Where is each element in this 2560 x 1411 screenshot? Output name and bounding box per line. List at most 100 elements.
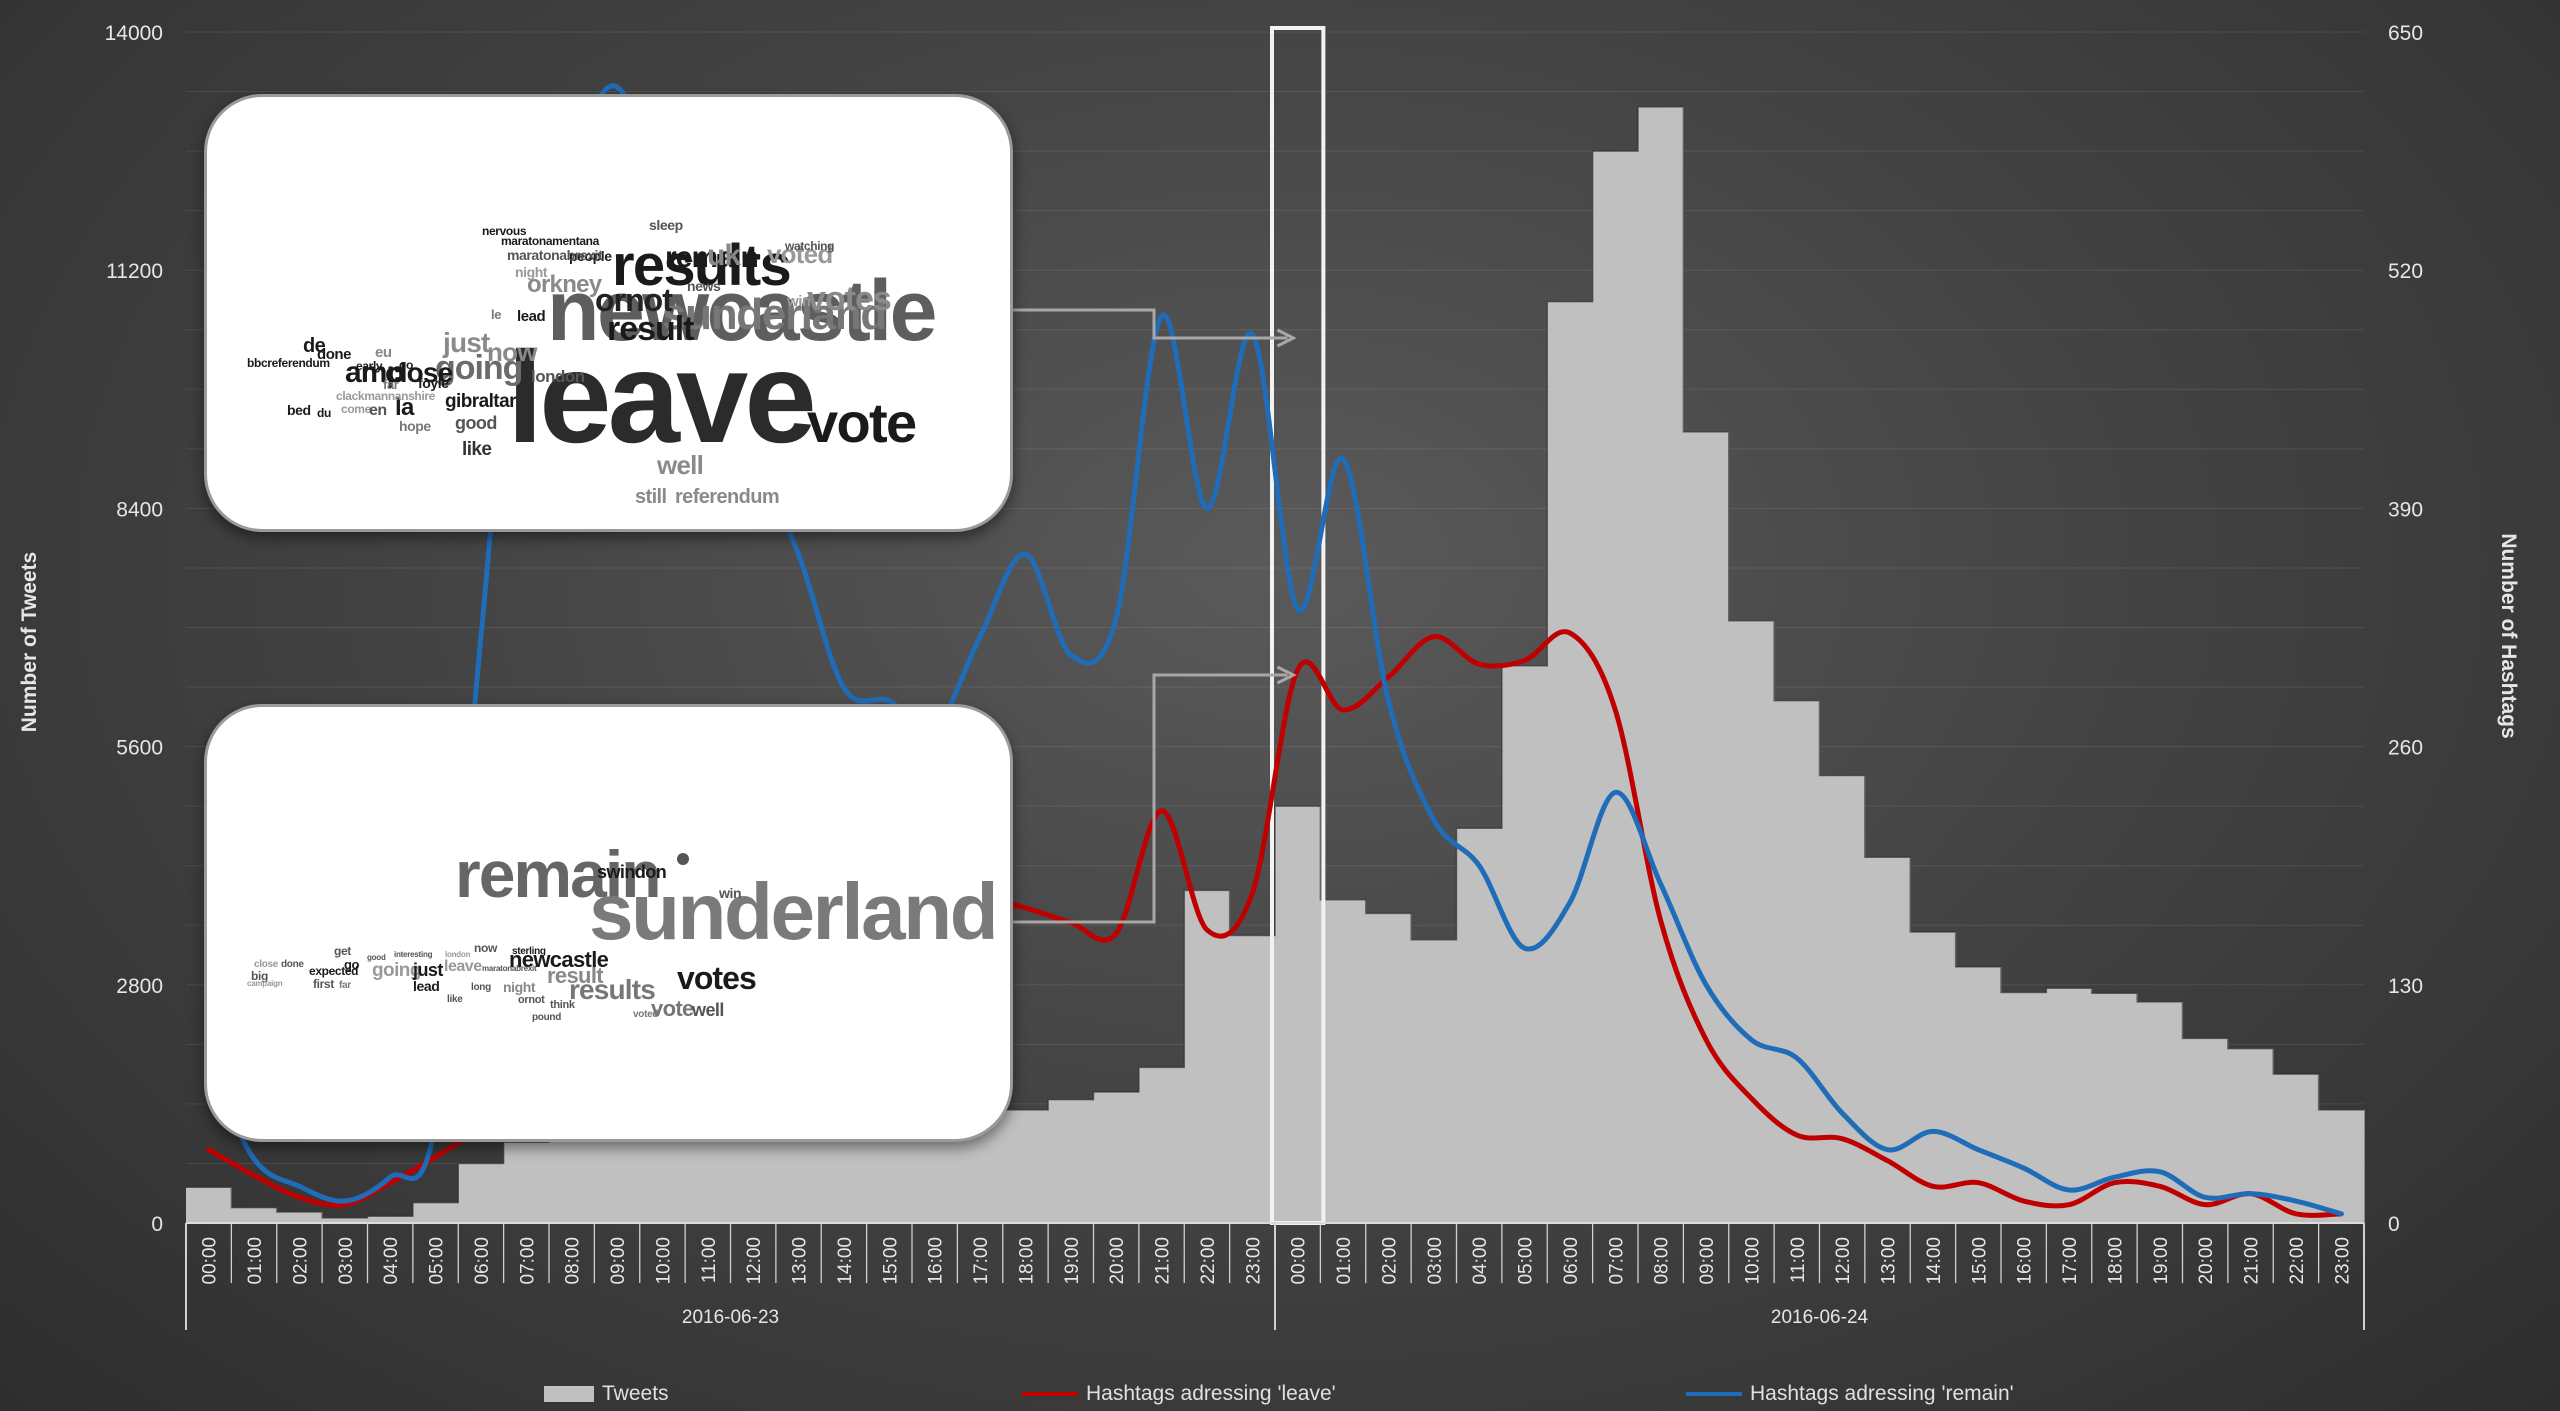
tweets-bar (1048, 1099, 1095, 1223)
tweets-bar (2137, 1001, 2184, 1223)
tweets-bar (1093, 1091, 1140, 1223)
x-group-label: 2016-06-24 (1771, 1307, 1869, 1328)
x-tick-label: 09:00 (608, 1237, 629, 1285)
wordcloud-word: still (635, 486, 666, 508)
wordcloud-word: long (471, 982, 491, 993)
tweets-bar (1819, 775, 1866, 1223)
wordcloud-word: lead (413, 978, 439, 994)
wordcloud-word: sunderland (589, 867, 996, 956)
wordcloud-word: go (399, 358, 413, 372)
wordcloud-word: first (313, 977, 334, 991)
x-tick-label: 10:00 (653, 1237, 674, 1285)
y-right-tick-label: 260 (2388, 737, 2423, 760)
x-tick-label: 00:00 (200, 1237, 221, 1285)
tweets-bar (1774, 700, 1821, 1223)
tweets-bar (1411, 939, 1458, 1223)
wordcloud-word: london (445, 950, 471, 959)
x-tick-label: 22:00 (1198, 1237, 1219, 1285)
tweets-bar (412, 1202, 459, 1223)
x-tick-label: 09:00 (1697, 1237, 1718, 1285)
wordcloud-word: leave (507, 324, 813, 470)
legend-remain-label: Hashtags adressing 'remain' (1750, 1382, 2014, 1405)
tweets-bar (1456, 828, 1503, 1223)
wordcloud-word: remain (455, 837, 660, 911)
wordcloud-word: pound (532, 1012, 561, 1023)
arrow-to-leave-peak (1007, 673, 1288, 924)
x-tick-label: 05:00 (427, 1237, 448, 1285)
wordcloud-word: maratonabrexit (482, 964, 537, 973)
wordcloud-word: like (462, 439, 491, 460)
tweets-bar (730, 1126, 777, 1223)
x-tick-label: 16:00 (2015, 1237, 2036, 1285)
wordcloud-word: referendum (675, 486, 779, 508)
tweets-bar (1638, 106, 1684, 1224)
wordcloud-word: clackmannanshire (336, 389, 436, 403)
wordcloud-word: hope (399, 418, 431, 434)
wordcloud-word: go (344, 957, 360, 972)
wordcloud-word: news (687, 278, 721, 294)
wordcloud-word: uk (707, 239, 741, 272)
wordcloud-word: la (395, 394, 415, 421)
arrow-to-remain-peak (1007, 308, 1288, 340)
wordcloud-word: votes (807, 280, 891, 318)
x-tick-label: 17:00 (971, 1237, 992, 1285)
wordcloud-word: results (612, 233, 790, 298)
wordcloud-word: en (369, 402, 387, 419)
wordcloud-word: done (281, 959, 304, 970)
y-left-tick-label: 8400 (116, 498, 163, 521)
wordcloud-word: good (455, 413, 497, 433)
y-right-tick-label: 130 (2388, 975, 2423, 998)
x-tick-label: 01:00 (245, 1237, 266, 1285)
tweets-bar (322, 1217, 369, 1223)
wordcloud-word: expected (309, 964, 358, 978)
wordcloud-word: results (569, 974, 655, 1005)
wordcloud-word: going (372, 960, 421, 981)
x-tick-label: 19:00 (2151, 1237, 2172, 1285)
y-left-tick-label: 11200 (106, 260, 163, 283)
wordcloud-word: early (356, 359, 383, 373)
tweets-bar (1728, 620, 1775, 1223)
x-tick-label: 10:00 (1742, 1237, 1763, 1285)
tweets-bar (367, 1216, 414, 1223)
x-tick-label: 01:00 (1334, 1237, 1355, 1285)
wordcloud-word: result (607, 310, 694, 348)
x-tick-label: 21:00 (2242, 1237, 2263, 1285)
x-tick-label: 02:00 (290, 1237, 311, 1285)
wordcloud-word: night (503, 979, 536, 995)
wordcloud-word: now (474, 941, 498, 955)
x-tick-label: 18:00 (1016, 1237, 1037, 1285)
wordcloud-word: big (251, 969, 268, 983)
x-tick-label: 02:00 (1379, 1237, 1400, 1285)
legend-leave: Hashtags adressing 'leave' (1022, 1381, 1336, 1407)
wordcloud-word: interesting (394, 950, 433, 959)
wordcloud-word: well (656, 450, 703, 480)
wordcloud-remain-panel: remain sunderland votes results newcastle res… (204, 704, 1013, 1142)
x-tick-label: 21:00 (1153, 1237, 1174, 1285)
x-tick-label: 07:00 (517, 1237, 538, 1285)
tweets-bar (685, 1126, 732, 1223)
x-tick-label: 14:00 (835, 1237, 856, 1285)
x-tick-label: 13:00 (790, 1237, 811, 1285)
wordcloud-word: campaign (247, 979, 283, 988)
x-tick-label: 23:00 (2332, 1237, 2353, 1285)
tweets-bar (186, 1187, 232, 1223)
wordcloud-word: le (491, 307, 501, 322)
wordcloud-word: good (367, 953, 386, 962)
x-tick-label: 05:00 (1516, 1237, 1537, 1285)
wordcloud-word: now (487, 337, 538, 367)
wordcloud-word: remain (665, 241, 758, 274)
wordcloud-word: done (317, 346, 351, 363)
wordcloud-word: far (339, 980, 351, 991)
tweets-bar (2001, 992, 2047, 1223)
legend-tweets-label: Tweets (602, 1382, 669, 1405)
wordcloud-word: far (383, 377, 399, 392)
x-tick-label: 13:00 (1879, 1237, 1900, 1285)
wordcloud-dot (677, 853, 689, 865)
wordcloud-word: win (786, 293, 811, 310)
wordcloud-word: du (317, 406, 331, 420)
wordcloud-word: voted (633, 1009, 658, 1020)
wordcloud-word: sunderland (662, 290, 886, 339)
x-tick-label: 11:00 (699, 1237, 720, 1283)
x-tick-label: 08:00 (563, 1237, 584, 1285)
